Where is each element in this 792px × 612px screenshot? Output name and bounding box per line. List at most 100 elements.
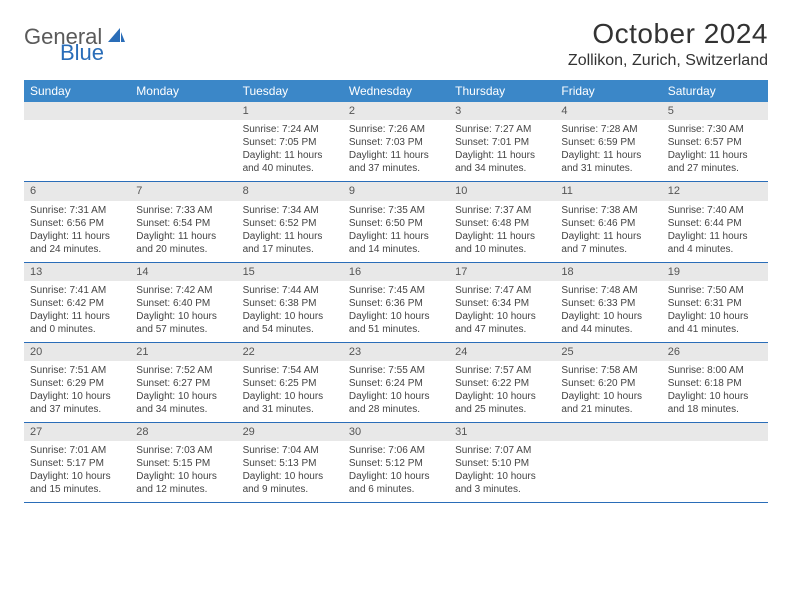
day-details: Sunrise: 7:57 AMSunset: 6:22 PMDaylight:… bbox=[449, 361, 555, 422]
day-detail-line: Sunset: 6:18 PM bbox=[668, 377, 762, 390]
day-detail-line: and 51 minutes. bbox=[349, 323, 443, 336]
day-detail-line: Sunset: 6:27 PM bbox=[136, 377, 230, 390]
day-number: 13 bbox=[24, 263, 130, 281]
day-detail-line: Daylight: 10 hours bbox=[30, 470, 124, 483]
day-detail-line: Sunrise: 7:44 AM bbox=[243, 284, 337, 297]
day-number: 30 bbox=[343, 423, 449, 441]
logo: General Blue bbox=[24, 24, 126, 50]
day-number: 19 bbox=[662, 263, 768, 281]
day-detail-line: Sunset: 6:22 PM bbox=[455, 377, 549, 390]
day-details: Sunrise: 7:07 AMSunset: 5:10 PMDaylight:… bbox=[449, 441, 555, 502]
day-detail-line: Sunrise: 7:34 AM bbox=[243, 204, 337, 217]
day-details: Sunrise: 7:37 AMSunset: 6:48 PMDaylight:… bbox=[449, 201, 555, 262]
day-detail-line: Daylight: 11 hours bbox=[455, 230, 549, 243]
day-detail-line: and 0 minutes. bbox=[30, 323, 124, 336]
calendar-cell: 29Sunrise: 7:04 AMSunset: 5:13 PMDayligh… bbox=[237, 423, 343, 502]
day-details: Sunrise: 7:34 AMSunset: 6:52 PMDaylight:… bbox=[237, 201, 343, 262]
day-detail-line: Sunset: 7:03 PM bbox=[349, 136, 443, 149]
day-detail-line: Sunrise: 7:51 AM bbox=[30, 364, 124, 377]
day-header: Monday bbox=[130, 80, 236, 102]
day-details: Sunrise: 7:38 AMSunset: 6:46 PMDaylight:… bbox=[555, 201, 661, 262]
day-details: Sunrise: 7:47 AMSunset: 6:34 PMDaylight:… bbox=[449, 281, 555, 342]
day-details: Sunrise: 7:30 AMSunset: 6:57 PMDaylight:… bbox=[662, 120, 768, 181]
logo-sail-icon bbox=[106, 26, 126, 49]
calendar-cell: 5Sunrise: 7:30 AMSunset: 6:57 PMDaylight… bbox=[662, 102, 768, 181]
day-detail-line: and 6 minutes. bbox=[349, 483, 443, 496]
day-detail-line: Sunrise: 7:41 AM bbox=[30, 284, 124, 297]
day-detail-line: and 12 minutes. bbox=[136, 483, 230, 496]
day-detail-line: Daylight: 10 hours bbox=[455, 310, 549, 323]
day-details: Sunrise: 7:03 AMSunset: 5:15 PMDaylight:… bbox=[130, 441, 236, 502]
day-detail-line: Daylight: 11 hours bbox=[243, 230, 337, 243]
calendar-cell: 22Sunrise: 7:54 AMSunset: 6:25 PMDayligh… bbox=[237, 343, 343, 422]
day-number: 9 bbox=[343, 182, 449, 200]
day-number: 24 bbox=[449, 343, 555, 361]
day-detail-line: Sunset: 5:15 PM bbox=[136, 457, 230, 470]
day-detail-line: Sunrise: 7:45 AM bbox=[349, 284, 443, 297]
day-detail-line: Daylight: 10 hours bbox=[561, 310, 655, 323]
calendar-cell: 8Sunrise: 7:34 AMSunset: 6:52 PMDaylight… bbox=[237, 182, 343, 261]
day-detail-line: Daylight: 10 hours bbox=[243, 310, 337, 323]
day-details: Sunrise: 7:31 AMSunset: 6:56 PMDaylight:… bbox=[24, 201, 130, 262]
calendar: SundayMondayTuesdayWednesdayThursdayFrid… bbox=[24, 80, 768, 503]
day-detail-line: and 25 minutes. bbox=[455, 403, 549, 416]
day-detail-line: and 47 minutes. bbox=[455, 323, 549, 336]
day-detail-line: Sunset: 6:20 PM bbox=[561, 377, 655, 390]
day-detail-line: Sunrise: 7:35 AM bbox=[349, 204, 443, 217]
day-header: Wednesday bbox=[343, 80, 449, 102]
day-detail-line: and 54 minutes. bbox=[243, 323, 337, 336]
day-detail-line: Sunset: 5:13 PM bbox=[243, 457, 337, 470]
day-detail-line: Sunrise: 7:48 AM bbox=[561, 284, 655, 297]
day-detail-line: Sunrise: 7:38 AM bbox=[561, 204, 655, 217]
day-detail-line: Daylight: 10 hours bbox=[30, 390, 124, 403]
day-detail-line: and 40 minutes. bbox=[243, 162, 337, 175]
day-number bbox=[662, 423, 768, 441]
calendar-cell bbox=[555, 423, 661, 502]
day-detail-line: Daylight: 10 hours bbox=[455, 390, 549, 403]
day-detail-line: Sunset: 7:05 PM bbox=[243, 136, 337, 149]
day-detail-line: Daylight: 10 hours bbox=[349, 390, 443, 403]
calendar-cell bbox=[24, 102, 130, 181]
day-number: 16 bbox=[343, 263, 449, 281]
day-number: 27 bbox=[24, 423, 130, 441]
day-detail-line: Sunrise: 7:50 AM bbox=[668, 284, 762, 297]
day-number: 26 bbox=[662, 343, 768, 361]
day-detail-line: and 4 minutes. bbox=[668, 243, 762, 256]
day-detail-line: Sunset: 6:24 PM bbox=[349, 377, 443, 390]
day-detail-line: Sunrise: 7:03 AM bbox=[136, 444, 230, 457]
day-detail-line: Sunset: 6:31 PM bbox=[668, 297, 762, 310]
day-details: Sunrise: 7:27 AMSunset: 7:01 PMDaylight:… bbox=[449, 120, 555, 181]
day-detail-line: Sunset: 6:33 PM bbox=[561, 297, 655, 310]
day-detail-line: Sunset: 5:17 PM bbox=[30, 457, 124, 470]
day-detail-line: Sunrise: 7:57 AM bbox=[455, 364, 549, 377]
day-detail-line: Sunrise: 7:06 AM bbox=[349, 444, 443, 457]
day-detail-line: Daylight: 11 hours bbox=[136, 230, 230, 243]
day-detail-line: Daylight: 10 hours bbox=[243, 390, 337, 403]
day-detail-line: Sunset: 6:54 PM bbox=[136, 217, 230, 230]
day-detail-line: and 31 minutes. bbox=[561, 162, 655, 175]
day-detail-line: Sunset: 5:12 PM bbox=[349, 457, 443, 470]
day-number: 21 bbox=[130, 343, 236, 361]
day-detail-line: and 21 minutes. bbox=[561, 403, 655, 416]
day-detail-line: Sunrise: 7:52 AM bbox=[136, 364, 230, 377]
day-number: 15 bbox=[237, 263, 343, 281]
day-detail-line: Daylight: 10 hours bbox=[136, 310, 230, 323]
day-detail-line: Sunset: 6:29 PM bbox=[30, 377, 124, 390]
week-row: 1Sunrise: 7:24 AMSunset: 7:05 PMDaylight… bbox=[24, 102, 768, 182]
day-detail-line: Daylight: 11 hours bbox=[30, 230, 124, 243]
day-number: 14 bbox=[130, 263, 236, 281]
day-details: Sunrise: 7:50 AMSunset: 6:31 PMDaylight:… bbox=[662, 281, 768, 342]
day-detail-line: Sunrise: 7:42 AM bbox=[136, 284, 230, 297]
calendar-cell: 19Sunrise: 7:50 AMSunset: 6:31 PMDayligh… bbox=[662, 263, 768, 342]
day-header: Saturday bbox=[662, 80, 768, 102]
location: Zollikon, Zurich, Switzerland bbox=[568, 52, 768, 70]
day-detail-line: and 37 minutes. bbox=[30, 403, 124, 416]
day-number: 4 bbox=[555, 102, 661, 120]
day-header: Friday bbox=[555, 80, 661, 102]
day-number: 3 bbox=[449, 102, 555, 120]
day-number: 25 bbox=[555, 343, 661, 361]
day-detail-line: Sunrise: 7:40 AM bbox=[668, 204, 762, 217]
day-details: Sunrise: 7:40 AMSunset: 6:44 PMDaylight:… bbox=[662, 201, 768, 262]
day-number: 11 bbox=[555, 182, 661, 200]
day-detail-line: and 34 minutes. bbox=[455, 162, 549, 175]
